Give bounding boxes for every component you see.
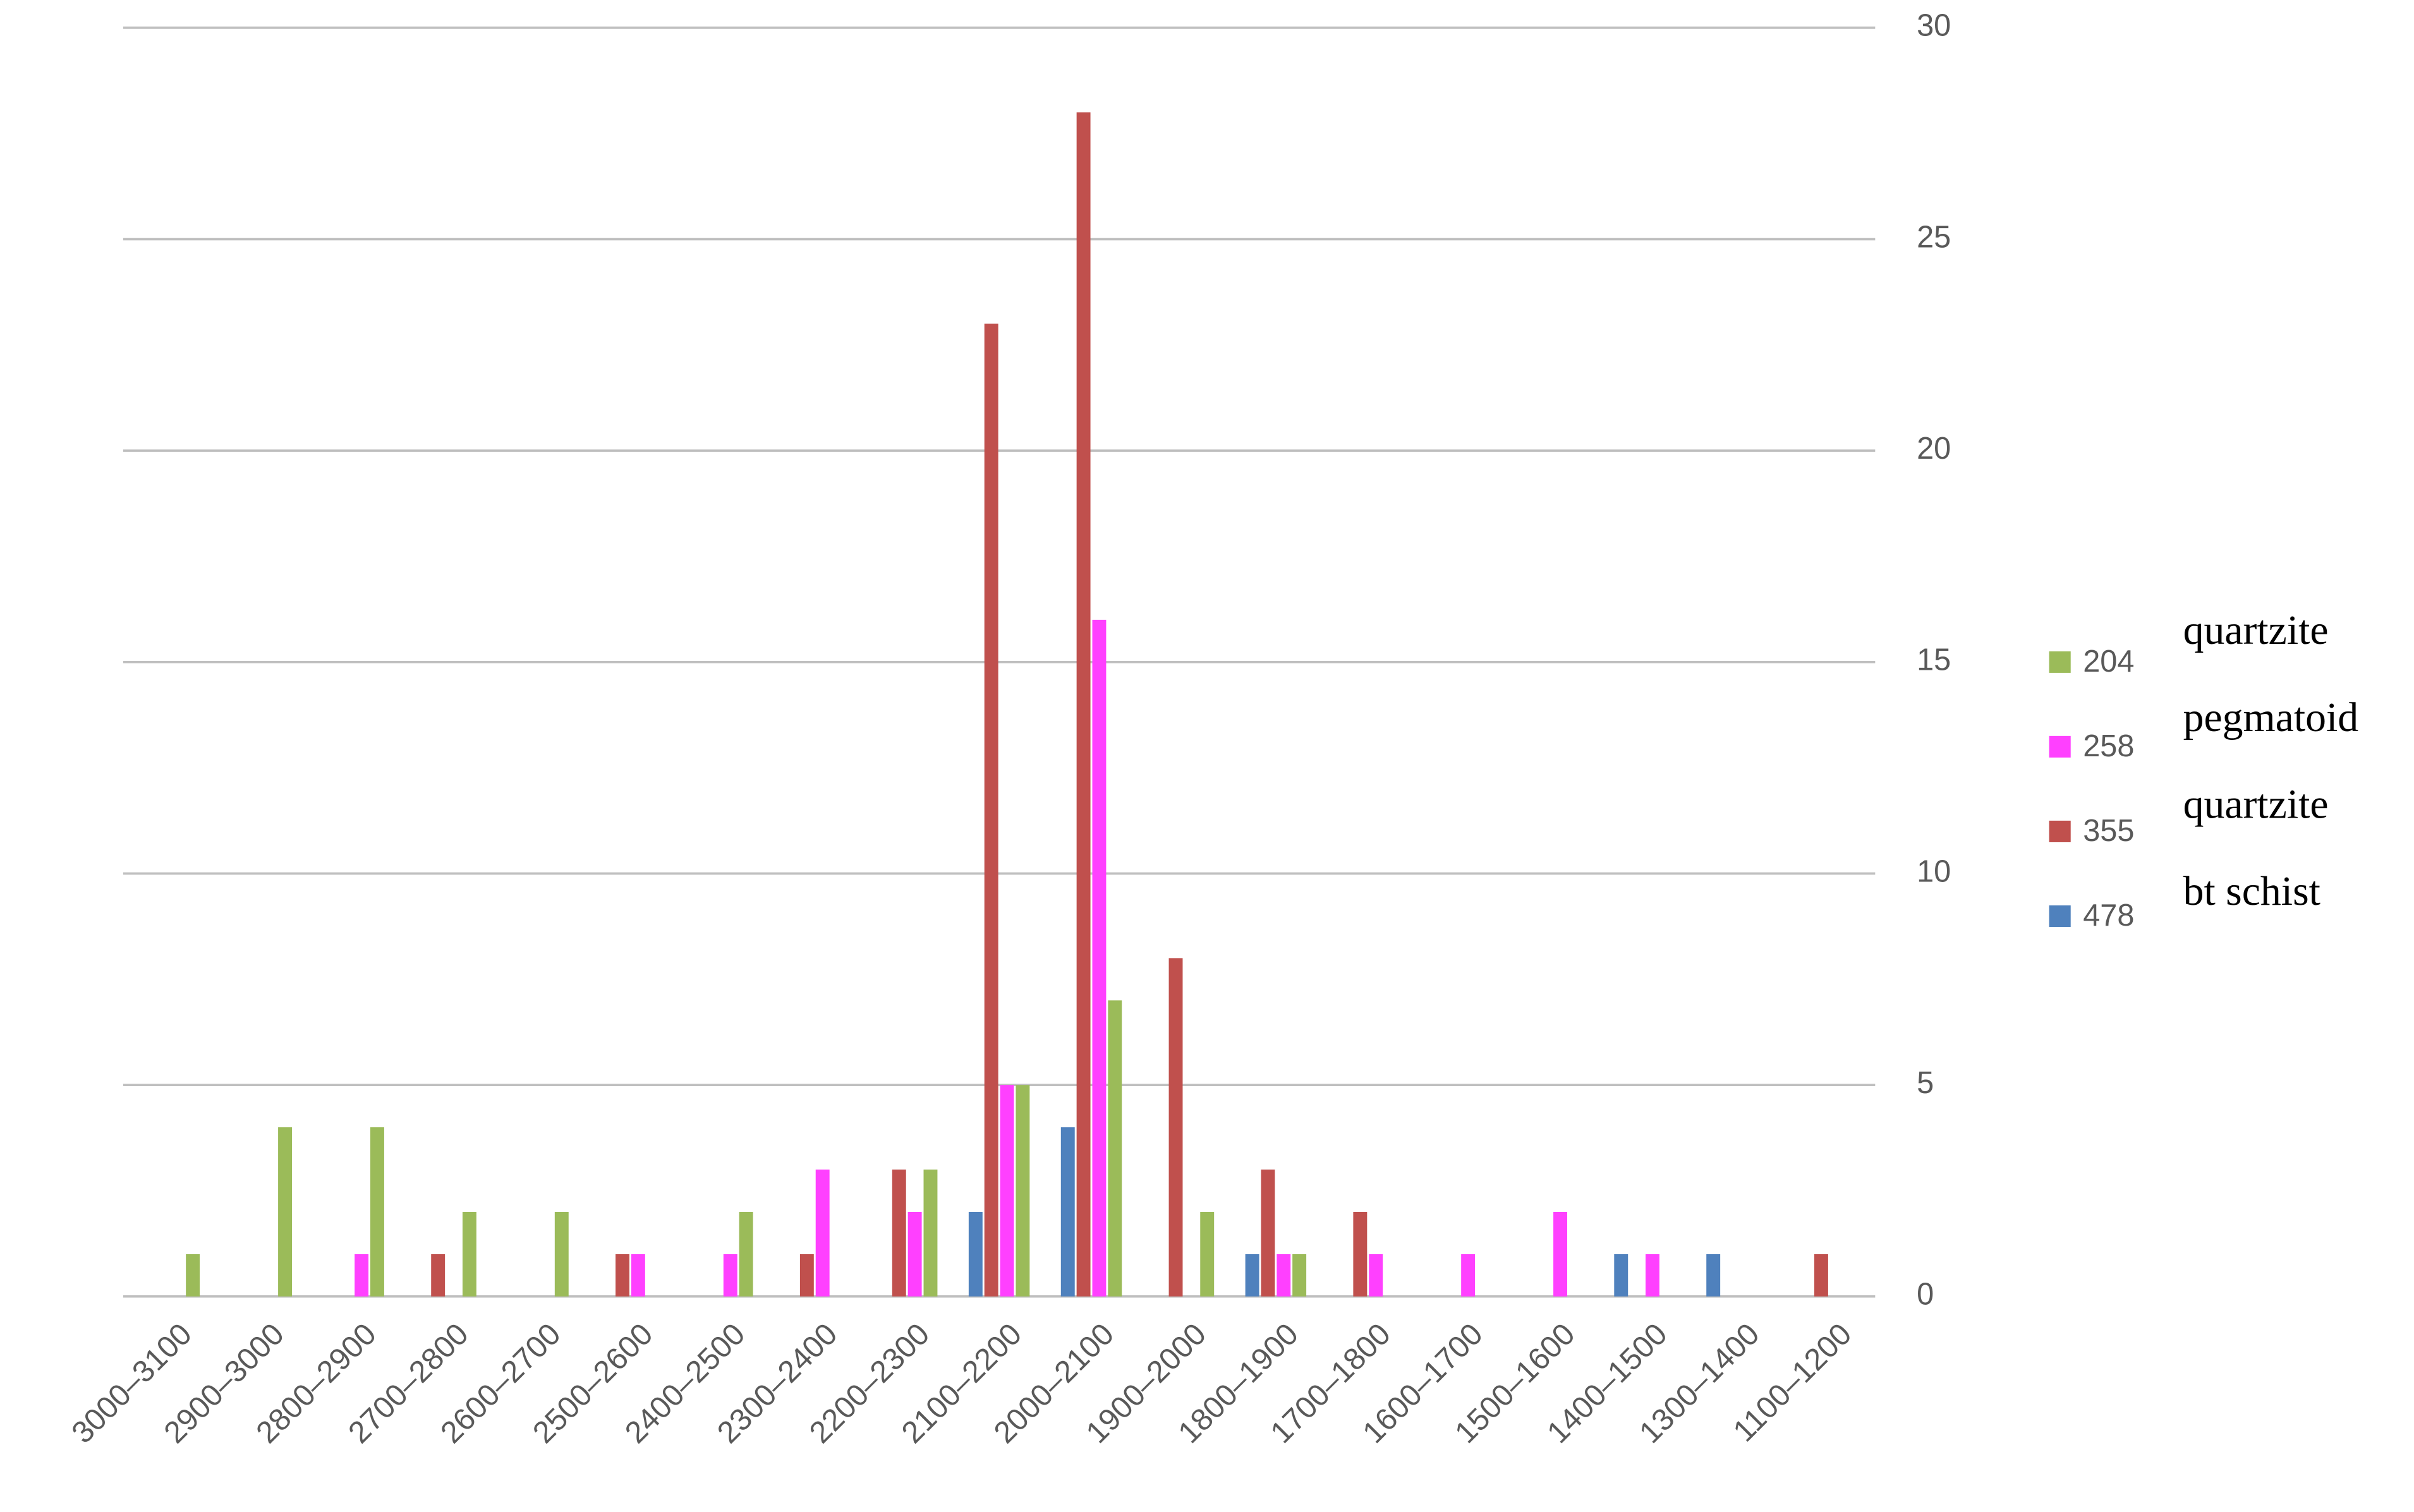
bar <box>462 1211 476 1297</box>
bar <box>1092 619 1107 1297</box>
bar <box>370 1127 384 1297</box>
bar <box>1076 112 1091 1297</box>
y-tick-label: 0 <box>1917 1278 1934 1312</box>
legend-label: 258 <box>2083 729 2134 763</box>
bar <box>984 324 998 1297</box>
bar <box>799 1254 814 1297</box>
legend-note: pegmatoid <box>2183 694 2359 741</box>
y-tick-label: 20 <box>1917 432 1951 466</box>
bar <box>1353 1211 1368 1297</box>
bar <box>631 1254 645 1297</box>
bar <box>1108 1000 1122 1297</box>
bar <box>616 1254 629 1297</box>
bar <box>1277 1254 1291 1297</box>
legend-label: 355 <box>2083 814 2134 848</box>
legend-swatch <box>2049 905 2071 927</box>
bar <box>968 1211 983 1297</box>
y-tick-label: 15 <box>1917 643 1951 677</box>
bar <box>1261 1170 1275 1297</box>
bar <box>1245 1254 1259 1297</box>
legend-swatch <box>2049 735 2071 758</box>
bar <box>554 1211 569 1297</box>
legend-label: 478 <box>2083 898 2134 933</box>
bar <box>892 1170 906 1297</box>
bar <box>1645 1254 1659 1297</box>
bar <box>1706 1254 1721 1297</box>
bar <box>739 1211 753 1297</box>
legend-label: 204 <box>2083 644 2134 679</box>
bar <box>1614 1254 1629 1297</box>
bar <box>1461 1254 1476 1297</box>
bar <box>1016 1085 1030 1297</box>
bar <box>1200 1211 1215 1297</box>
bar <box>923 1170 938 1297</box>
legend-swatch <box>2049 820 2071 842</box>
y-tick-label: 10 <box>1917 854 1951 888</box>
bar <box>186 1254 200 1297</box>
bar <box>431 1254 446 1297</box>
legend-note: bt schist <box>2183 868 2320 914</box>
bar <box>1814 1254 1828 1297</box>
legend-note: quartzite <box>2183 781 2329 827</box>
bar <box>1168 958 1183 1297</box>
bar <box>278 1127 293 1297</box>
bar <box>1553 1211 1567 1297</box>
legend-note: quartzite <box>2183 607 2329 653</box>
bar <box>907 1211 922 1297</box>
bar <box>1000 1085 1014 1297</box>
bar <box>355 1254 369 1297</box>
bar <box>1292 1254 1307 1297</box>
bar <box>1369 1254 1383 1297</box>
y-tick-label: 5 <box>1917 1066 1934 1100</box>
legend-swatch <box>2049 651 2071 673</box>
bar <box>723 1254 737 1297</box>
y-tick-label: 25 <box>1917 220 1951 254</box>
y-tick-label: 30 <box>1917 9 1951 43</box>
bar <box>815 1170 830 1297</box>
bar <box>1060 1127 1075 1297</box>
